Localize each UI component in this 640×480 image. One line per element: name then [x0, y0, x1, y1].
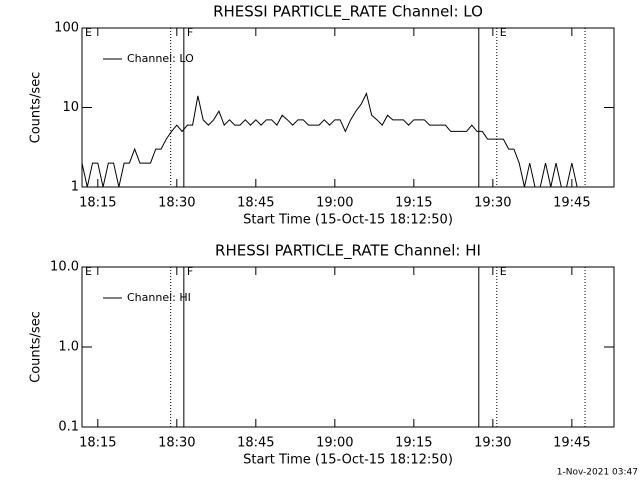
- y-tick-label: 10.0: [50, 260, 79, 275]
- x-tick-label: 19:00: [316, 436, 353, 451]
- x-tick-label: 19:30: [474, 196, 511, 211]
- x-tick-label: 19:00: [316, 196, 353, 211]
- x-tick-label: 18:30: [158, 436, 195, 451]
- data-line: [82, 92, 599, 187]
- annotation: E: [500, 265, 507, 278]
- y-tick-label: 1: [71, 180, 79, 195]
- y-tick-label: 10: [62, 100, 79, 115]
- annotation: E: [85, 265, 92, 278]
- annotation: E: [85, 26, 92, 39]
- x-axis-label: Start Time (15-Oct-15 18:12:50): [243, 213, 453, 228]
- footer: 1-Nov-2021 03:47: [557, 468, 638, 478]
- y-axis-label: Counts/sec: [29, 72, 44, 144]
- chart-title: RHESSI PARTICLE_RATE Channel: HI: [215, 242, 481, 261]
- x-tick-label: 18:15: [79, 436, 116, 451]
- legend-label: Channel: HI: [127, 291, 191, 304]
- x-tick-label: 18:45: [237, 196, 274, 211]
- annotation: E: [500, 26, 507, 39]
- annotation: F: [187, 265, 193, 278]
- y-tick-label: 100: [54, 21, 79, 36]
- x-tick-label: 18:15: [79, 196, 116, 211]
- x-tick-label: 18:30: [158, 196, 195, 211]
- x-axis-label: Start Time (15-Oct-15 18:12:50): [243, 453, 453, 468]
- x-tick-label: 19:15: [395, 436, 432, 451]
- x-tick-label: 19:30: [474, 436, 511, 451]
- x-tick-label: 19:15: [395, 196, 432, 211]
- annotation: F: [187, 26, 193, 39]
- y-tick-label: 0.1: [58, 420, 79, 435]
- chart-title: RHESSI PARTICLE_RATE Channel: LO: [213, 3, 483, 22]
- x-tick-label: 19:45: [553, 436, 590, 451]
- x-tick-label: 18:45: [237, 436, 274, 451]
- y-axis-label: Counts/sec: [29, 311, 44, 383]
- x-tick-label: 19:45: [553, 196, 590, 211]
- y-tick-label: 1.0: [58, 340, 79, 355]
- legend-label: Channel: LO: [127, 52, 194, 65]
